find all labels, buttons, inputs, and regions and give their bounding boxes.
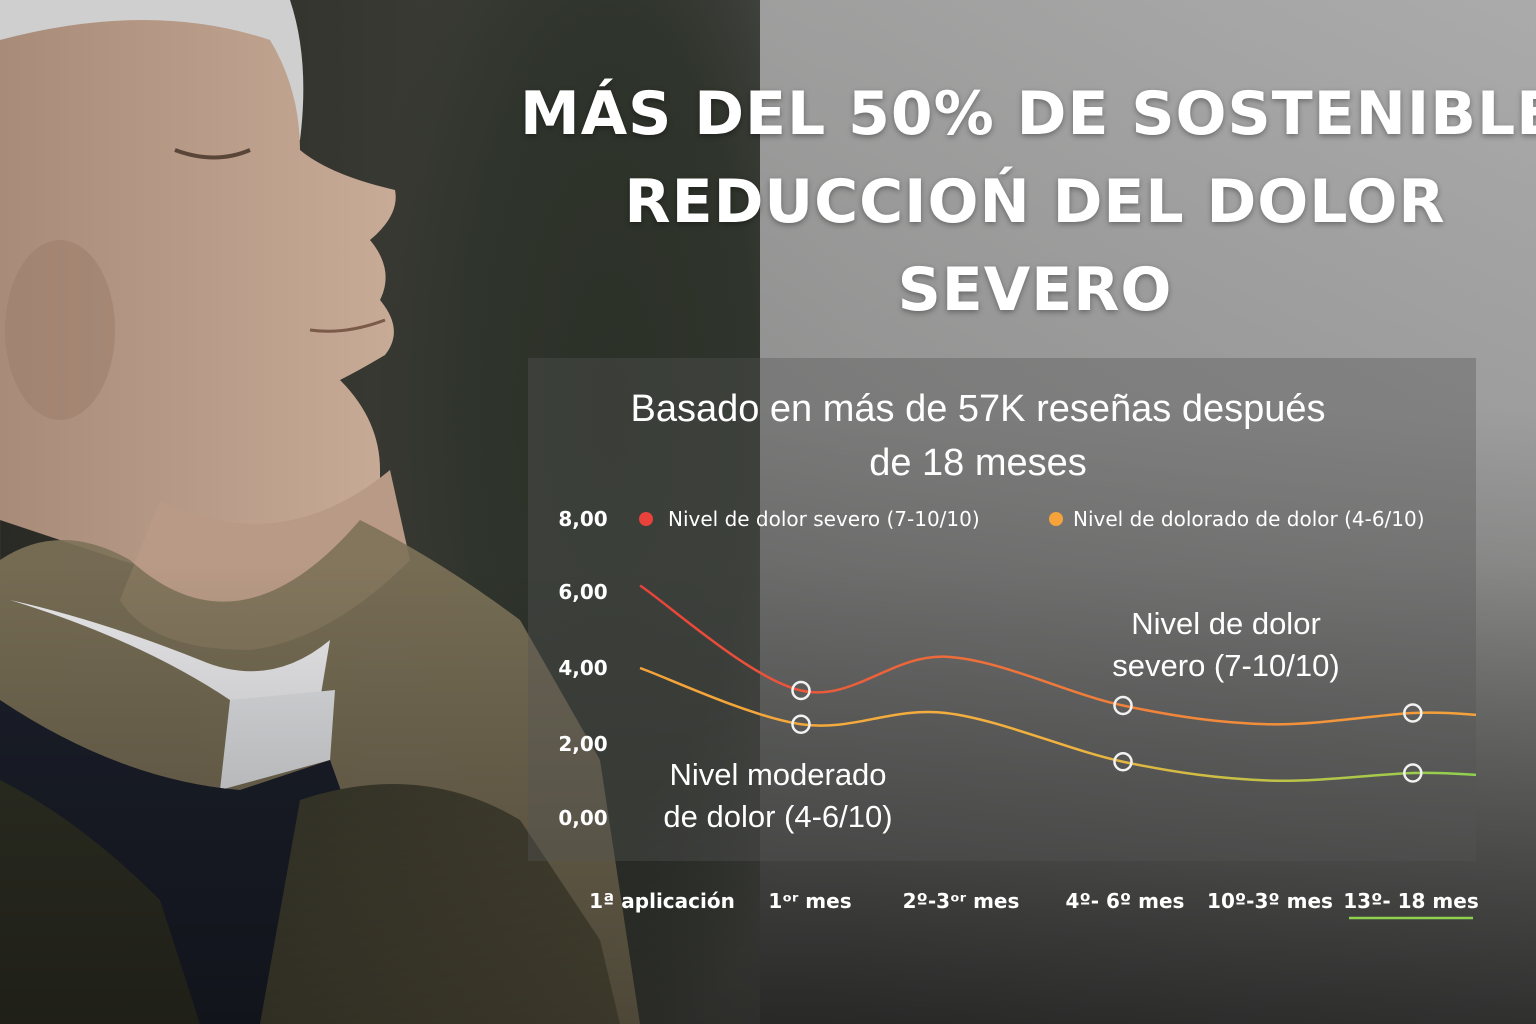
legend-marker-1 bbox=[639, 512, 653, 526]
data-point-marker bbox=[1113, 752, 1133, 772]
x-tick-label: 13º- 18 mes bbox=[1343, 889, 1478, 913]
data-point-marker bbox=[791, 714, 811, 734]
chart-title-line-1: Basado en más de 57K reseñas después bbox=[630, 388, 1326, 430]
y-tick-label: 6,00 bbox=[558, 580, 607, 604]
chart-title-line-2: de 18 meses bbox=[869, 442, 1087, 484]
x-tick-label: 10º-3º mes bbox=[1207, 889, 1333, 913]
data-point-marker bbox=[791, 680, 811, 701]
headline-line-1: MÁS DEL 50% DE SOSTENIBLE bbox=[520, 79, 1536, 149]
annotation-1-line-2: severo (7-10/10) bbox=[1112, 648, 1339, 683]
data-point-marker bbox=[1403, 703, 1423, 723]
y-tick-label: 8,00 bbox=[558, 507, 607, 531]
x-tick-label: 2º-3ᵒʳ mes bbox=[903, 889, 1020, 913]
legend-marker-2 bbox=[1049, 512, 1063, 526]
headline-line-3: SEVERO bbox=[897, 255, 1173, 325]
annotation-2-line-1: Nivel moderado bbox=[669, 757, 886, 792]
man-portrait-image bbox=[0, 0, 640, 1024]
y-tick-label: 0,00 bbox=[558, 806, 607, 830]
headline-line-2: REDUCCIOŃ DEL DOLOR bbox=[624, 167, 1446, 237]
x-tick-label: 4º- 6º mes bbox=[1066, 889, 1185, 913]
legend-label-1: Nivel de dolor severo (7-10/10) bbox=[668, 507, 980, 531]
series-line-1 bbox=[639, 584, 1477, 726]
y-tick-label: 4,00 bbox=[558, 656, 607, 680]
annotation-1-line-1: Nivel de dolor bbox=[1131, 606, 1321, 641]
chart-panel bbox=[528, 358, 1476, 861]
series-line-2 bbox=[639, 666, 1477, 783]
data-point-marker bbox=[1113, 695, 1133, 716]
x-tick-label: 1ᵒʳ mes bbox=[768, 889, 851, 913]
annotation-2-line-2: de dolor (4-6/10) bbox=[663, 799, 892, 834]
background-fog bbox=[760, 0, 1536, 1024]
legend-label-2: Nivel de dolorado de dolor (4-6/10) bbox=[1073, 507, 1425, 531]
chart-title: Basado en más de 57K reseñas después de … bbox=[528, 382, 1428, 490]
headline: MÁS DEL 50% DE SOSTENIBLE REDUCCIOŃ DEL … bbox=[520, 70, 1536, 334]
data-point-marker bbox=[1403, 763, 1423, 783]
y-tick-label: 2,00 bbox=[558, 732, 607, 756]
x-tick-label: 1ª aplicación bbox=[589, 889, 735, 913]
